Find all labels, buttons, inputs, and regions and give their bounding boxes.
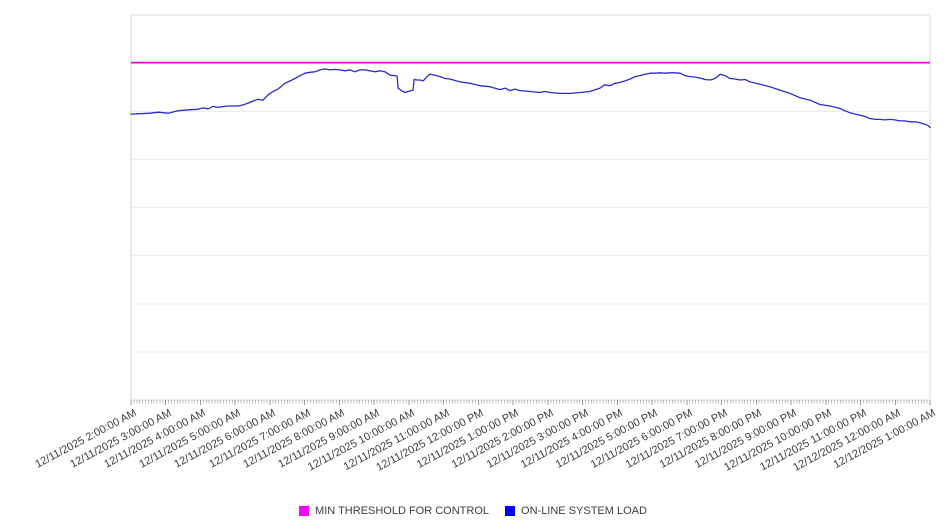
legend-swatch-threshold-icon <box>299 506 310 516</box>
legend-swatch-load-icon <box>505 506 516 516</box>
x-axis-major-ticks <box>130 400 931 405</box>
legend-label-load: ON-LINE SYSTEM LOAD <box>521 505 647 517</box>
legend-item-load: ON-LINE SYSTEM LOAD <box>505 505 647 517</box>
x-axis-minor-ticks <box>133 400 928 404</box>
system-load-line <box>130 68 931 129</box>
legend-item-threshold: MIN THRESHOLD FOR CONTROL <box>299 505 489 517</box>
legend-label-threshold: MIN THRESHOLD FOR CONTROL <box>315 505 490 517</box>
chart-legend: MIN THRESHOLD FOR CONTROL ON-LINE SYSTEM… <box>0 505 946 517</box>
